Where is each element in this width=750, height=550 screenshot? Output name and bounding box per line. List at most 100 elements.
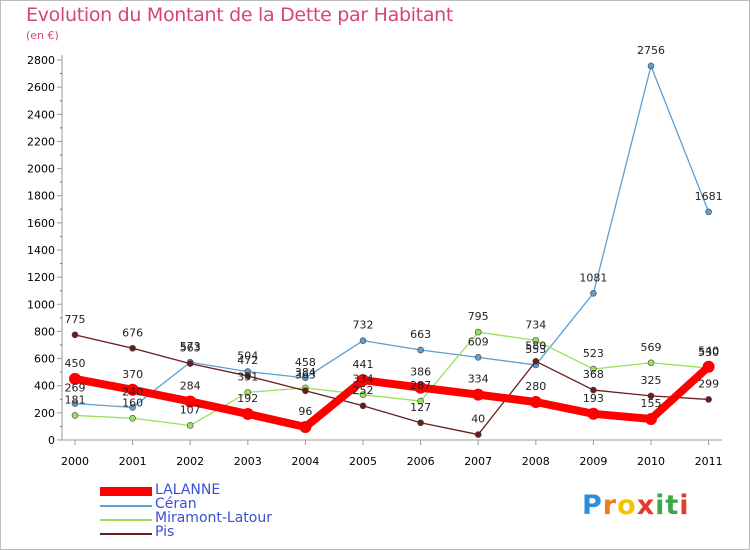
legend-swatch-ceran [100, 505, 152, 507]
data-point [590, 365, 597, 373]
logo-letter: i [679, 490, 690, 521]
data-label: 192 [237, 392, 258, 405]
data-point [244, 389, 252, 396]
data-label: 472 [237, 354, 258, 367]
data-point [590, 289, 597, 297]
y-tick-label: 2000 [27, 163, 55, 176]
data-point [302, 387, 309, 395]
data-label: 573 [180, 340, 201, 353]
data-label: 325 [641, 374, 662, 387]
y-tick-label: 2800 [27, 54, 55, 67]
data-point [299, 420, 312, 433]
legend-label-ceran: Céran [155, 496, 197, 512]
y-tick-label: 2200 [27, 135, 55, 148]
data-point [647, 392, 655, 400]
data-point [71, 400, 79, 407]
data-label: 734 [525, 318, 546, 331]
data-point [529, 396, 542, 408]
data-point [69, 372, 81, 385]
data-point [590, 386, 597, 394]
chart-subtitle: (en €) [26, 29, 59, 42]
data-point [359, 402, 367, 410]
x-tick-label: 2008 [522, 455, 550, 468]
data-point [645, 412, 657, 425]
data-label: 386 [410, 366, 431, 379]
series-line-pis [74, 334, 710, 436]
data-label: 284 [180, 379, 201, 392]
x-tick-label: 2005 [349, 455, 377, 468]
data-point [587, 407, 600, 420]
data-point [186, 422, 194, 429]
legend-swatch-lalanne [100, 487, 152, 496]
legend-label-lalanne: LALANNE [155, 482, 221, 498]
data-label: 2756 [637, 44, 665, 57]
data-point [186, 360, 194, 367]
data-point [71, 331, 79, 339]
data-label: 368 [583, 368, 604, 381]
data-label: 441 [353, 358, 374, 371]
y-tick-label: 1600 [27, 217, 55, 230]
data-label: 370 [122, 368, 143, 381]
data-point [126, 383, 139, 396]
data-point [417, 346, 424, 354]
y-tick-label: 1400 [27, 244, 55, 257]
data-label: 252 [353, 384, 374, 397]
data-label: 334 [468, 373, 489, 386]
data-point [474, 354, 482, 361]
data-label: 155 [641, 397, 662, 410]
data-label: 107 [180, 403, 201, 416]
logo-letter: r [602, 490, 618, 521]
x-tick-label: 2009 [579, 455, 607, 468]
data-point [705, 396, 712, 403]
y-tick-label: 1200 [27, 271, 55, 284]
data-label: 269 [65, 381, 86, 394]
data-point [241, 407, 254, 420]
logo-letter: P [582, 490, 603, 521]
data-point [705, 208, 712, 216]
logo-letter: t [665, 490, 680, 521]
data-label: 334 [353, 373, 374, 386]
data-label: 287 [410, 379, 431, 392]
data-label: 504 [237, 350, 258, 363]
x-tick-label: 2001 [119, 455, 147, 468]
data-label: 160 [122, 396, 143, 409]
x-tick-label: 2011 [695, 455, 723, 468]
data-label: 384 [295, 366, 316, 379]
data-label: 563 [180, 342, 201, 355]
data-point [532, 357, 540, 365]
legend-label-pis: Pis [155, 524, 175, 540]
data-point [244, 372, 252, 380]
data-point [417, 419, 424, 427]
data-point [647, 62, 655, 70]
data-label: 569 [641, 341, 662, 354]
data-point [129, 344, 136, 352]
x-tick-label: 2010 [637, 455, 665, 468]
data-label: 732 [353, 319, 374, 332]
data-point [474, 431, 482, 438]
x-tick-label: 2007 [464, 455, 492, 468]
data-label: 540 [698, 345, 719, 358]
x-tick-label: 2002 [176, 455, 204, 468]
logo-letter: x [636, 490, 656, 521]
y-tick-label: 2600 [27, 81, 55, 94]
x-tick-label: 2000 [61, 455, 89, 468]
data-label: 96 [298, 405, 312, 418]
data-point [702, 360, 715, 373]
x-tick-label: 2003 [234, 455, 262, 468]
data-point [472, 388, 485, 401]
series-line-lalanne [71, 362, 713, 431]
data-point [532, 337, 540, 344]
x-tick-label: 2006 [407, 455, 435, 468]
chart-title: Evolution du Montant de la Dette par Hab… [26, 4, 454, 26]
data-point [359, 337, 367, 344]
series-line-céran [74, 65, 710, 409]
data-label: 775 [65, 313, 86, 326]
x-tick-label: 2004 [291, 455, 319, 468]
data-point [417, 397, 424, 405]
data-point [359, 391, 367, 398]
data-point [357, 374, 369, 387]
data-label: 458 [295, 356, 316, 369]
data-point [647, 359, 655, 367]
